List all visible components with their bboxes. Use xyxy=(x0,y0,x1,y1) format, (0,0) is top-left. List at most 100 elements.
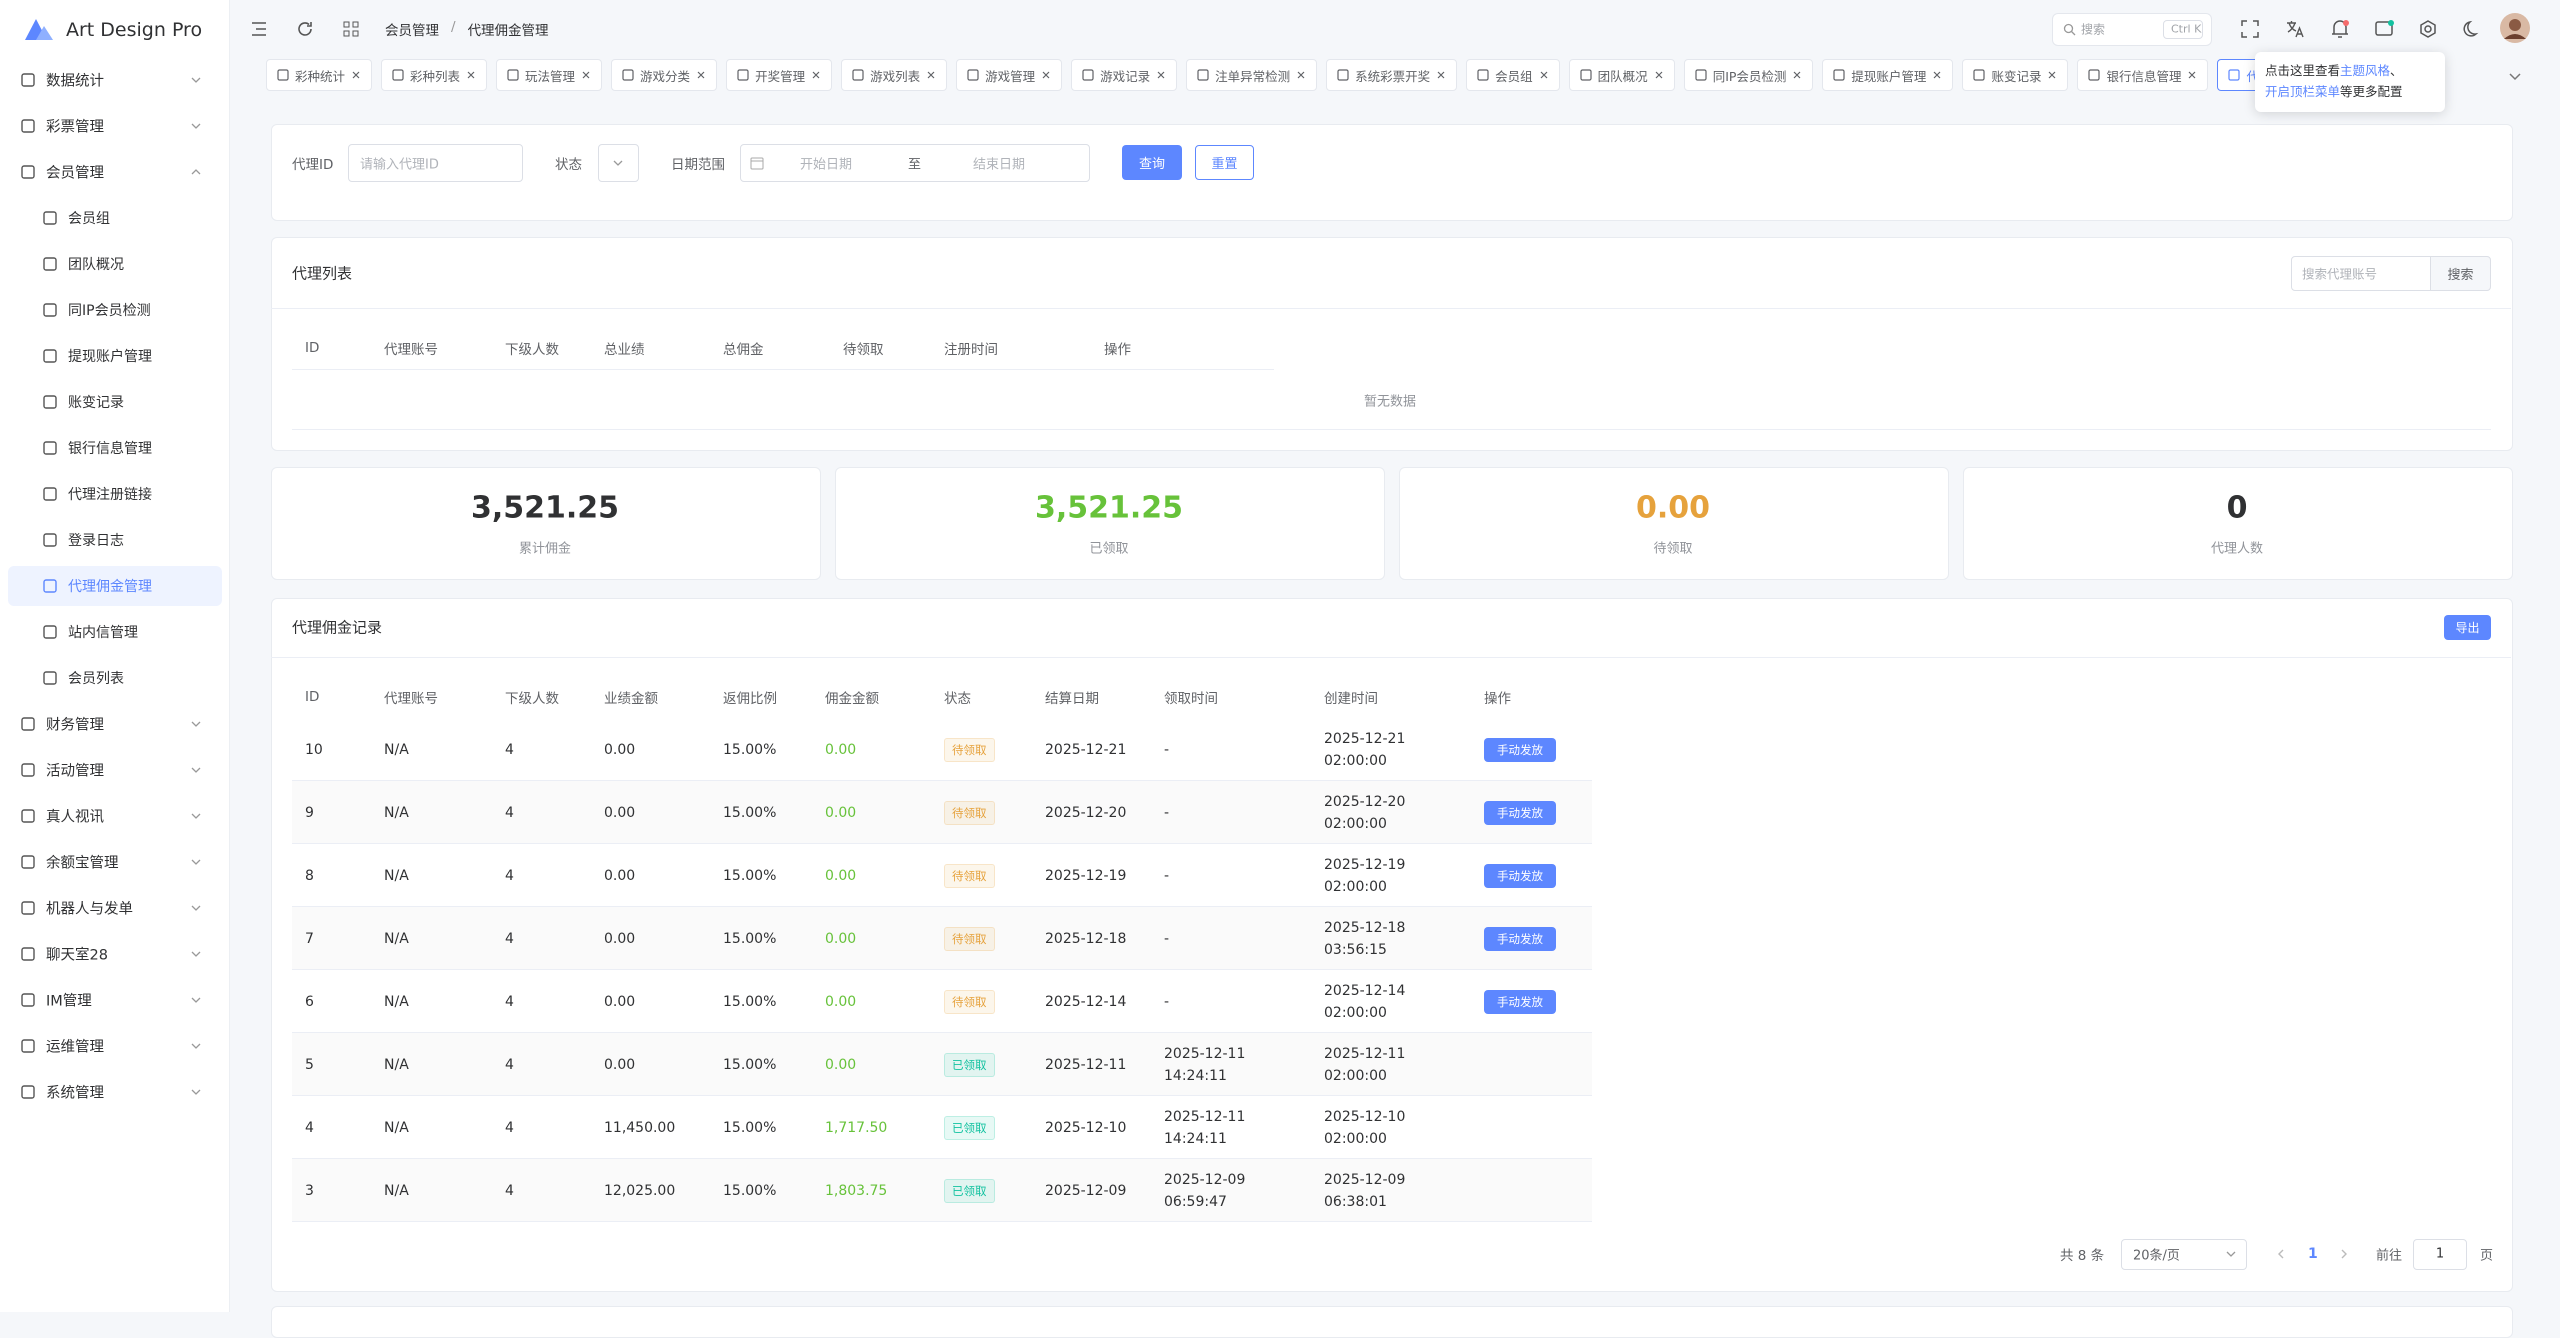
action-button[interactable]: 手动发放 xyxy=(1484,989,1556,1014)
submenu-item[interactable]: 代理佣金管理 xyxy=(68,579,152,595)
table-cell: 2025-12-11 xyxy=(1045,1056,1127,1073)
tab[interactable]: 开奖管理 xyxy=(726,59,833,91)
status-tag: 已领取 xyxy=(944,1178,995,1203)
submenu-item[interactable]: 代理注册链接 xyxy=(68,487,152,503)
tab[interactable]: 同IP会员检测 xyxy=(1683,59,1814,91)
tab-label: 注单异常检测 xyxy=(1215,68,1291,84)
tab[interactable]: 彩种列表 xyxy=(381,59,488,91)
tab[interactable]: 注单异常检测 xyxy=(1186,59,1318,91)
language[interactable] xyxy=(2285,19,2305,39)
table-cell: 4 xyxy=(505,867,514,884)
tab[interactable]: 游戏记录 xyxy=(1071,59,1178,91)
refresh[interactable] xyxy=(296,20,314,38)
status-tag: 已领取 xyxy=(944,1115,995,1140)
menu-item[interactable]: 余额宝管理 xyxy=(46,855,119,872)
range-separator: 至 xyxy=(908,157,922,173)
submenu-item[interactable]: 站内信管理 xyxy=(68,625,138,641)
chevron xyxy=(2226,1251,2236,1257)
menu-item[interactable]: 数据统计 xyxy=(46,73,104,90)
menu-item[interactable]: 系统管理 xyxy=(46,1085,104,1102)
chevron xyxy=(191,123,201,129)
menu-item[interactable]: 机器人与发单 xyxy=(46,901,133,918)
submenu-item[interactable]: 银行信息管理 xyxy=(68,441,152,457)
column-header: 总佣金 xyxy=(723,342,764,358)
submenu-item[interactable]: 同IP会员检测 xyxy=(68,303,151,319)
tab[interactable]: 游戏分类 xyxy=(611,59,718,91)
tab[interactable]: 游戏管理 xyxy=(956,59,1063,91)
notification[interactable] xyxy=(2329,18,2351,40)
agent-id-input[interactable] xyxy=(348,144,523,182)
menu-toggle[interactable] xyxy=(250,20,268,38)
submenu-item[interactable]: 登录日志 xyxy=(68,533,124,549)
table-cell: 0.00 xyxy=(604,741,636,758)
action-button[interactable]: 手动发放 xyxy=(1484,737,1556,762)
tab-label: 同IP会员检测 xyxy=(1712,68,1787,84)
table-cell: 1,803.75 xyxy=(825,1182,888,1199)
table-cell: 15.00% xyxy=(723,741,777,758)
card-title: 代理佣金记录 xyxy=(292,618,383,637)
chevron xyxy=(191,77,201,83)
next-card xyxy=(271,1306,2513,1338)
settings[interactable] xyxy=(2418,19,2438,39)
page-size-select[interactable] xyxy=(2121,1239,2247,1270)
tab-label: 提现账户管理 xyxy=(1851,68,1927,84)
dark-mode[interactable] xyxy=(2462,19,2482,39)
status-select[interactable] xyxy=(598,144,639,182)
menu-item[interactable]: 真人视讯 xyxy=(46,809,104,826)
agent-search-input[interactable] xyxy=(2291,256,2431,291)
action-button[interactable]: 手动发放 xyxy=(1484,800,1556,825)
menu-item[interactable]: IM管理 xyxy=(46,993,92,1010)
tabs-more[interactable] xyxy=(2505,66,2525,86)
fullscreen[interactable] xyxy=(2240,19,2260,39)
menu-icon xyxy=(21,809,35,823)
tab[interactable]: 系统彩票开奖 xyxy=(1326,59,1458,91)
export-button[interactable]: 导出 xyxy=(2444,615,2491,640)
table-cell: 11,450.00 xyxy=(604,1119,676,1136)
table-cell: 4 xyxy=(505,1056,514,1073)
tab[interactable]: 彩种统计 xyxy=(266,59,373,91)
chat[interactable] xyxy=(2373,18,2395,40)
submenu-item[interactable]: 账变记录 xyxy=(68,395,124,411)
tab-close xyxy=(1042,71,1050,79)
column-header: 下级人数 xyxy=(505,342,559,358)
tab-close xyxy=(1655,71,1663,79)
menu-item[interactable]: 聊天室28 xyxy=(46,947,108,964)
submenu-item[interactable]: 会员组 xyxy=(68,211,110,227)
menu-item[interactable]: 运维管理 xyxy=(46,1039,104,1056)
menu-item[interactable]: 彩票管理 xyxy=(46,119,104,136)
menu-item[interactable]: 财务管理 xyxy=(46,717,104,734)
tab[interactable]: 玩法管理 xyxy=(496,59,603,91)
breadcrumb-item[interactable]: 会员管理 xyxy=(385,23,439,39)
current-page[interactable]: 1 xyxy=(2308,1246,2318,1262)
table-cell: - xyxy=(1164,930,1170,947)
submenu-item[interactable]: 团队概况 xyxy=(68,257,124,273)
tab[interactable]: 账变记录 xyxy=(1962,59,2069,91)
submenu-item[interactable]: 提现账户管理 xyxy=(68,349,152,365)
tooltip-text[interactable]: 主题风格 xyxy=(2340,63,2391,78)
submenu-item[interactable]: 会员列表 xyxy=(68,671,124,687)
breadcrumb-item[interactable]: 代理佣金管理 xyxy=(467,23,549,39)
tooltip-text[interactable]: 开启顶栏菜单 xyxy=(2265,84,2341,99)
menu-item[interactable]: 会员管理 xyxy=(46,165,104,182)
agent-search-button[interactable]: 搜索 xyxy=(2430,256,2491,291)
action-button[interactable]: 手动发放 xyxy=(1484,863,1556,888)
tab[interactable]: 团队概况 xyxy=(1568,59,1675,91)
chevron xyxy=(191,721,201,727)
tab[interactable]: 会员组 xyxy=(1466,59,1560,91)
reset-button[interactable]: 重置 xyxy=(1195,145,1254,180)
tab-label: 彩种统计 xyxy=(295,68,346,84)
query-button[interactable]: 查询 xyxy=(1122,145,1182,180)
tab-close xyxy=(1934,71,1941,79)
chevron xyxy=(191,997,201,1003)
menu-item[interactable]: 活动管理 xyxy=(46,763,104,780)
date-range[interactable] xyxy=(740,144,1090,182)
tab[interactable]: 银行信息管理 xyxy=(2077,59,2209,91)
tab[interactable]: 游戏列表 xyxy=(841,59,948,91)
avatar[interactable] xyxy=(2499,12,2531,44)
tab[interactable]: 提现账户管理 xyxy=(1822,59,1954,91)
action-button[interactable]: 手动发放 xyxy=(1484,926,1556,951)
menu-icon xyxy=(43,441,57,455)
global-search[interactable] xyxy=(2052,13,2212,46)
grid-menu[interactable] xyxy=(342,20,360,38)
goto-input[interactable] xyxy=(2413,1239,2467,1270)
